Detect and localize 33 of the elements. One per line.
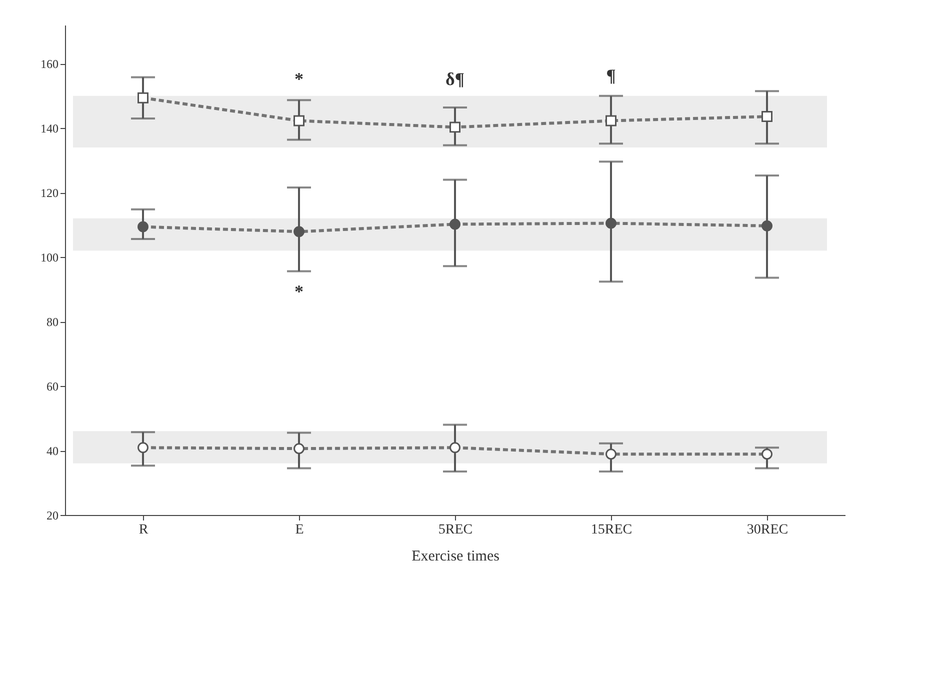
y-tick-label: 120 bbox=[40, 186, 58, 200]
point bbox=[294, 115, 304, 126]
y-tick-label: 100 bbox=[40, 250, 58, 265]
point bbox=[762, 220, 772, 232]
point bbox=[606, 115, 616, 126]
x-tick-label: R bbox=[138, 522, 149, 538]
x-tick-label: 30REC bbox=[746, 522, 788, 538]
annotation: δ¶ bbox=[445, 68, 465, 89]
point bbox=[138, 92, 148, 104]
point bbox=[450, 218, 460, 230]
point bbox=[294, 443, 304, 454]
y-tick-label: 80 bbox=[46, 315, 58, 330]
annotation: * bbox=[294, 68, 304, 89]
point bbox=[762, 111, 772, 122]
x-tick-label: 5REC bbox=[438, 522, 473, 538]
point bbox=[138, 442, 148, 454]
x-axis-title: Exercise times bbox=[412, 548, 500, 564]
point bbox=[606, 448, 616, 460]
point bbox=[138, 221, 148, 232]
point bbox=[450, 442, 460, 454]
y-tick-label: 60 bbox=[46, 380, 58, 394]
point bbox=[606, 218, 616, 229]
annotation: * bbox=[294, 282, 304, 302]
y-tick-label: 140 bbox=[40, 122, 58, 136]
x-tick-label: 15REC bbox=[590, 522, 632, 538]
y-tick-label: 20 bbox=[46, 508, 58, 522]
y-tick-label: 40 bbox=[46, 444, 58, 458]
point bbox=[294, 226, 304, 238]
y-tick-label: 160 bbox=[40, 57, 58, 72]
point bbox=[450, 122, 460, 133]
point bbox=[762, 448, 772, 460]
annotation: ¶ bbox=[606, 66, 616, 86]
x-tick-label: E bbox=[295, 522, 304, 538]
